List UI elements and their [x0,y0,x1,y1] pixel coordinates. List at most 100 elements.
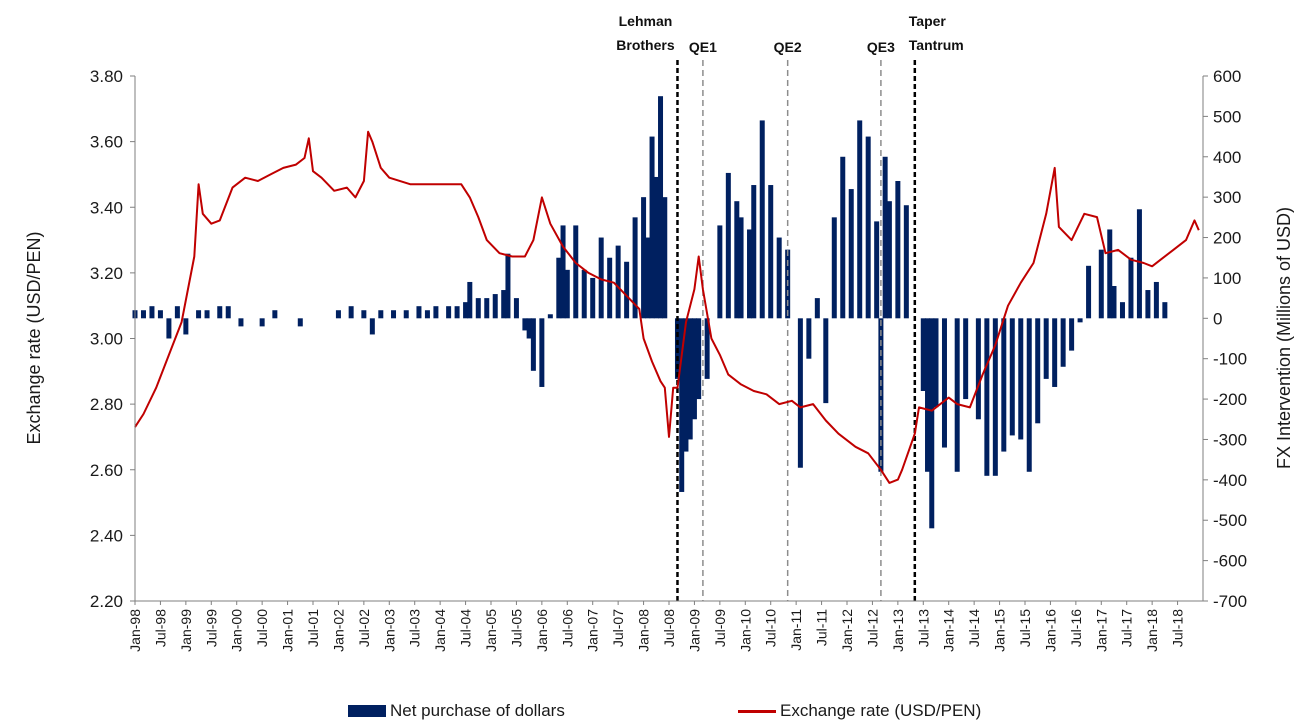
x-tick-label: Jan-05 [483,609,499,652]
tick-labels: 2.20 2.40 2.60 2.80 3.00 3.20 3.40 3.60 3.80 600 5… [90,67,1247,652]
legend-line-swatch [738,709,776,713]
y-right-tick-label: 600 [1213,67,1241,86]
bar [1026,318,1032,472]
bar [590,277,596,319]
y-left-tick-label: 3.40 [90,198,123,217]
bar [1060,318,1066,367]
y-right-tick-label: -100 [1213,350,1247,369]
bar [615,245,621,319]
x-tick-label: Jul-12 [864,609,880,647]
y-left-tick-label: 3.00 [90,330,123,349]
event-label: Lehman [619,13,673,29]
bar [679,318,685,492]
bar [929,318,935,529]
y-left-tick-label: 3.60 [90,133,123,152]
bar [1098,249,1104,319]
bar [658,96,664,319]
x-tick-label: Jul-10 [763,609,779,647]
bar [691,318,697,420]
bar [607,257,613,319]
legend-bars: Net purchase of dollars [348,700,565,722]
x-tick-label: Jan-01 [280,609,296,652]
y-axis-right-title: FX Intervention (Millions of USD) [1274,207,1294,469]
bar [814,298,820,319]
y-right-tick-label: 400 [1213,148,1241,167]
x-tick-label: Jan-15 [992,609,1008,652]
y-right-tick-label: 100 [1213,269,1241,288]
bar [564,269,570,319]
x-tick-label: Jul-01 [305,609,321,647]
bar [941,318,947,448]
y-axis-left-title: Exchange rate (USD/PEN) [24,231,44,444]
axes [130,75,1208,605]
bar [747,229,753,319]
x-tick-label: Jul-99 [203,609,219,647]
x-tick-label: Jul-08 [661,609,677,647]
bar [1162,302,1168,319]
event-label: QE2 [774,39,802,55]
bar [903,205,909,319]
bar [416,306,422,319]
bar [598,237,604,319]
bar [954,318,960,472]
bar [759,120,765,319]
x-tick-label: Jan-12 [839,609,855,652]
bar [446,306,452,319]
x-tick-label: Jan-99 [178,609,194,652]
bar [560,225,566,319]
x-tick-label: Jan-16 [1042,609,1058,652]
x-tick-label: Jul-15 [1017,609,1033,647]
x-tick-label: Jul-17 [1119,609,1135,647]
fx-chart: Lehman Brothers QE1 QE2 QE3 Taper Tantrum 2.20… [24,13,1294,652]
bar [259,318,265,327]
y-right-tick-label: -400 [1213,471,1247,490]
bar [297,318,303,327]
bar [717,225,723,319]
bar [704,318,710,379]
bar [513,298,519,319]
bar [581,269,587,319]
bar [573,225,579,319]
x-tick-label: Jan-00 [229,609,245,652]
bar [963,318,969,400]
bar [1145,290,1151,319]
bar [217,306,223,319]
x-tick-label: Jul-11 [814,609,830,646]
bar [1077,318,1083,323]
bar [530,318,536,371]
x-tick-label: Jan-17 [1093,609,1109,652]
y-left-tick-label: 2.80 [90,395,123,414]
bar [662,197,668,319]
bar [882,156,888,319]
x-tick-label: Jul-07 [610,609,626,647]
exchange-rate-line [134,130,1200,484]
bar [272,310,278,319]
bar [1107,229,1113,319]
bar [174,306,180,319]
x-tick-label: Jul-13 [915,609,931,647]
bar [492,294,498,319]
bar [886,201,892,319]
bar [361,310,367,319]
y-right-tick-label: -600 [1213,552,1247,571]
bar [649,136,655,319]
bar [687,318,693,440]
x-tick-label: Jan-13 [890,609,906,652]
bar [547,314,553,319]
bar [1052,318,1058,387]
bar [225,306,231,319]
bar [641,197,647,319]
bar [874,221,880,319]
bar [797,318,803,468]
bar [848,189,854,319]
bar [776,237,782,319]
bar [157,310,163,319]
bar [624,261,630,319]
legend-bars-swatch [348,705,386,717]
y-right-tick-label: -700 [1213,592,1247,611]
bar [196,310,202,319]
bar [683,318,689,452]
bar [238,318,244,327]
bar [751,185,757,319]
bar [1128,257,1134,319]
